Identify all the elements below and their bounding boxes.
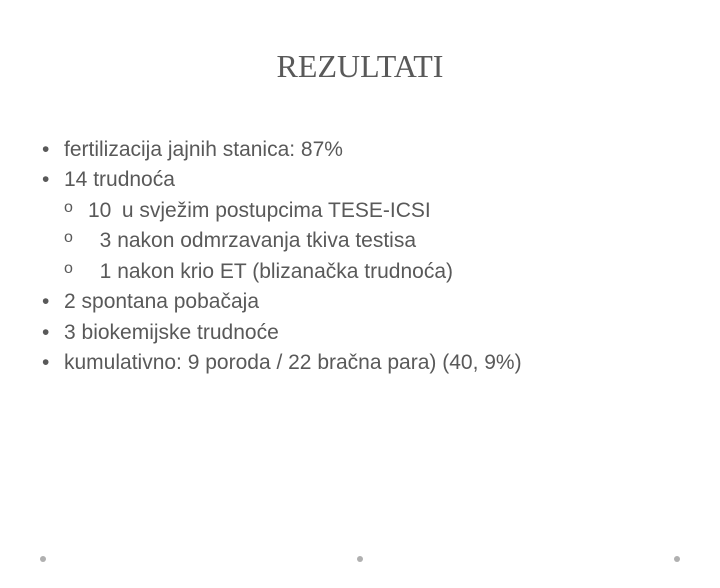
slide-content: fertilizacija jajnih stanica: 87% 14 tru… (0, 135, 720, 379)
bullet-item: 2 spontana pobačaja (42, 287, 678, 317)
sub-item-text: nakon odmrzavanja tkiva testisa (117, 229, 416, 252)
bullet-item: fertilizacija jajnih stanica: 87% (42, 135, 678, 165)
bullet-item: 14 trudnoća (42, 165, 678, 195)
decorative-dot (674, 556, 680, 562)
sub-item-text: nakon krio ET (blizanačka trudnoća) (117, 260, 453, 283)
sub-item: 3 nakon odmrzavanja tkiva testisa (64, 226, 678, 256)
slide-title: REZULTATI (0, 48, 720, 85)
decorative-dot (357, 556, 363, 562)
sub-item-num: 10 (88, 196, 116, 226)
sub-list: 10 u svježim postupcima TESE-ICSI 3 nako… (42, 196, 678, 287)
bullet-list: fertilizacija jajnih stanica: 87% 14 tru… (42, 135, 678, 379)
bullet-item: kumulativno: 9 poroda / 22 bračna para) … (42, 348, 678, 378)
footer-decoration (0, 556, 720, 562)
sub-item: 1 nakon krio ET (blizanačka trudnoća) (64, 257, 678, 287)
sub-item-num: 3 (100, 229, 112, 252)
sub-item-text: u svježim postupcima TESE-ICSI (122, 199, 431, 222)
sub-item-num: 1 (100, 260, 112, 283)
bullet-item: 3 biokemijske trudnoće (42, 318, 678, 348)
decorative-dot (40, 556, 46, 562)
sub-item: 10 u svježim postupcima TESE-ICSI (64, 196, 678, 226)
